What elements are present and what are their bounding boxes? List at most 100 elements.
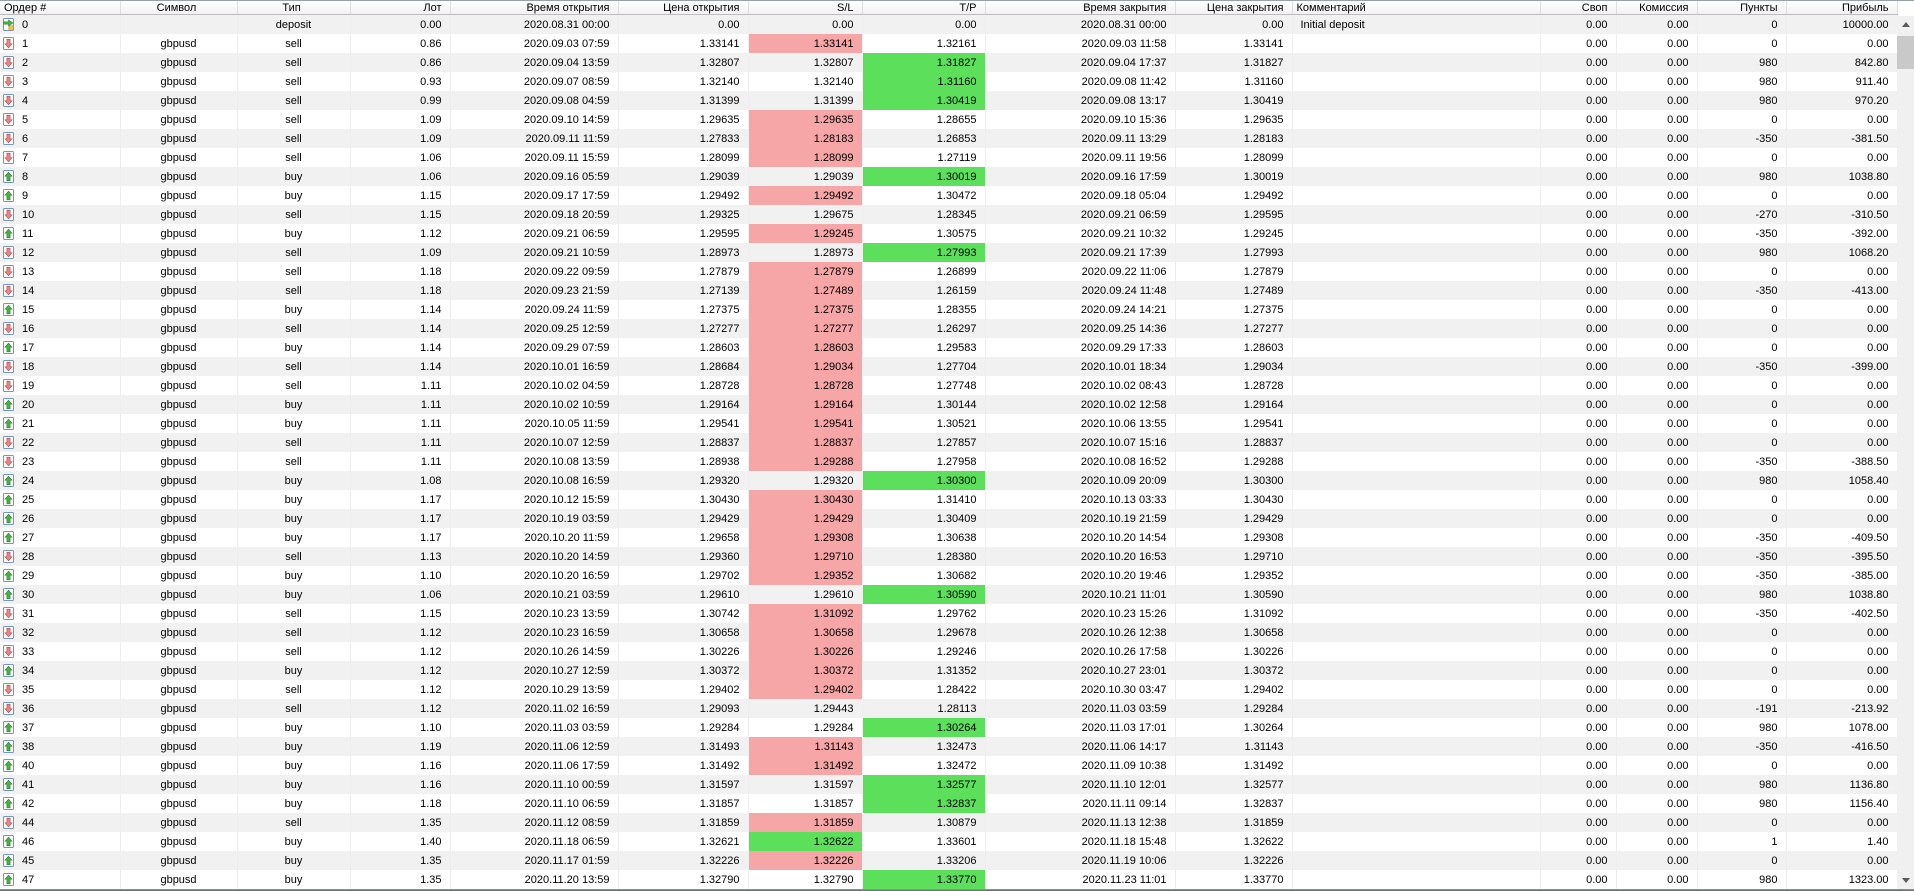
cell-tp: 1.32577 <box>862 775 986 794</box>
column-header-close_price[interactable]: Цена закрытия <box>1175 1 1293 15</box>
column-header-sl[interactable]: S/L <box>748 1 863 15</box>
cell-close_time: 2020.10.19 21:59 <box>985 509 1176 528</box>
cell-swap: 0.00 <box>1540 186 1617 205</box>
order-row[interactable]: 27 gbpusd buy 1.17 2020.10.20 11:59 1.29658 1.… <box>0 528 1898 547</box>
column-header-lot[interactable]: Лот <box>350 1 451 15</box>
cell-commission: 0.00 <box>1616 338 1698 357</box>
cell-close_time: 2020.10.30 03:47 <box>985 680 1176 699</box>
scroll-down-button[interactable] <box>1897 872 1914 888</box>
column-header-tp[interactable]: T/P <box>862 1 986 15</box>
cell-order: 19 <box>0 376 121 395</box>
order-row[interactable]: 13 gbpusd sell 1.18 2020.09.22 09:59 1.27879 1… <box>0 262 1898 281</box>
column-header-open_price[interactable]: Цена открытия <box>618 1 749 15</box>
order-row[interactable]: 44 gbpusd sell 1.35 2020.11.12 08:59 1.31859 1… <box>0 813 1898 832</box>
cell-commission: 0.00 <box>1616 452 1698 471</box>
order-row[interactable]: 5 gbpusd sell 1.09 2020.09.10 14:59 1.29635 1.… <box>0 110 1898 129</box>
order-row[interactable]: 24 gbpusd buy 1.08 2020.10.08 16:59 1.29320 1.… <box>0 471 1898 490</box>
cell-swap: 0.00 <box>1540 490 1617 509</box>
cell-commission: 0.00 <box>1616 205 1698 224</box>
order-row[interactable]: 8 gbpusd buy 1.06 2020.09.16 05:59 1.29039 1.2… <box>0 167 1898 186</box>
order-row[interactable]: 40 gbpusd buy 1.16 2020.11.06 17:59 1.31492 1.… <box>0 756 1898 775</box>
order-row[interactable]: 2 gbpusd sell 0.86 2020.09.04 13:59 1.32807 1.… <box>0 53 1898 72</box>
cell-swap: 0.00 <box>1540 205 1617 224</box>
cell-open_price: 1.29325 <box>618 205 749 224</box>
scrollbar-thumb[interactable] <box>1897 36 1914 69</box>
column-header-open_time[interactable]: Время открытия <box>450 1 619 15</box>
order-row[interactable]: 19 gbpusd sell 1.11 2020.10.02 04:59 1.28728 1… <box>0 376 1898 395</box>
column-header-order[interactable]: Ордер # <box>0 1 121 15</box>
cell-open_time: 2020.10.12 15:59 <box>450 490 619 509</box>
order-row[interactable]: 47 gbpusd buy 1.35 2020.11.20 13:59 1.32790 1.… <box>0 870 1898 889</box>
order-row[interactable]: 12 gbpusd sell 1.09 2020.09.21 10:59 1.28973 1… <box>0 243 1898 262</box>
order-row[interactable]: 11 gbpusd buy 1.12 2020.09.21 06:59 1.29595 1.… <box>0 224 1898 243</box>
cell-profit: -395.50 <box>1786 547 1898 566</box>
order-row[interactable]: 23 gbpusd sell 1.11 2020.10.08 13:59 1.28938 1… <box>0 452 1898 471</box>
cell-close_price: 1.27879 <box>1175 262 1293 281</box>
cell-sl: 1.28183 <box>748 129 863 148</box>
order-row[interactable]: 1 gbpusd sell 0.86 2020.09.03 07:59 1.33141 1.… <box>0 34 1898 53</box>
order-row[interactable]: 28 gbpusd sell 1.13 2020.10.20 14:59 1.29360 1… <box>0 547 1898 566</box>
cell-points: -350 <box>1697 224 1787 243</box>
order-row[interactable]: 17 gbpusd buy 1.14 2020.09.29 07:59 1.28603 1.… <box>0 338 1898 357</box>
scroll-up-button[interactable] <box>1897 16 1914 32</box>
order-row[interactable]: 26 gbpusd buy 1.17 2020.10.19 03:59 1.29429 1.… <box>0 509 1898 528</box>
column-header-close_time[interactable]: Время закрытия <box>985 1 1176 15</box>
order-row[interactable]: 31 gbpusd sell 1.15 2020.10.23 13:59 1.30742 1… <box>0 604 1898 623</box>
buy-order-icon <box>2 759 15 772</box>
column-header-profit[interactable]: Прибыль <box>1786 1 1898 15</box>
order-row[interactable]: 15 gbpusd buy 1.14 2020.09.24 11:59 1.27375 1.… <box>0 300 1898 319</box>
column-header-swap[interactable]: Своп <box>1540 1 1617 15</box>
order-row[interactable]: 37 gbpusd buy 1.10 2020.11.03 03:59 1.29284 1.… <box>0 718 1898 737</box>
cell-comment <box>1292 623 1541 642</box>
cell-open_time: 2020.11.10 06:59 <box>450 794 619 813</box>
cell-swap: 0.00 <box>1540 338 1617 357</box>
order-row[interactable]: 38 gbpusd buy 1.19 2020.11.06 12:59 1.31493 1.… <box>0 737 1898 756</box>
order-row[interactable]: 41 gbpusd buy 1.16 2020.11.10 00:59 1.31597 1.… <box>0 775 1898 794</box>
column-header-comment[interactable]: Комментарий <box>1292 1 1541 15</box>
cell-close_time: 2020.10.26 17:58 <box>985 642 1176 661</box>
order-row[interactable]: 18 gbpusd sell 1.14 2020.10.01 16:59 1.28684 1… <box>0 357 1898 376</box>
sell-order-icon <box>2 683 15 696</box>
order-row[interactable]: 9 gbpusd buy 1.15 2020.09.17 17:59 1.29492 1.2… <box>0 186 1898 205</box>
order-row[interactable]: 21 gbpusd buy 1.11 2020.10.05 11:59 1.29541 1.… <box>0 414 1898 433</box>
cell-lot: 1.08 <box>350 471 451 490</box>
cell-open_price: 1.31857 <box>618 794 749 813</box>
vertical-scrollbar[interactable] <box>1897 16 1914 890</box>
order-row[interactable]: 10 gbpusd sell 1.15 2020.09.18 20:59 1.29325 1… <box>0 205 1898 224</box>
cell-symbol: gbpusd <box>120 91 238 110</box>
cell-close_time: 2020.10.13 03:33 <box>985 490 1176 509</box>
cell-profit: 0.00 <box>1786 813 1898 832</box>
order-row[interactable]: 6 gbpusd sell 1.09 2020.09.11 11:59 1.27833 1.… <box>0 129 1898 148</box>
cell-profit: 1136.80 <box>1786 775 1898 794</box>
cell-open_price: 1.29284 <box>618 718 749 737</box>
column-header-type[interactable]: Тип <box>237 1 351 15</box>
order-row[interactable]: 45 gbpusd buy 1.35 2020.11.17 01:59 1.32226 1.… <box>0 851 1898 870</box>
order-row[interactable]: 16 gbpusd sell 1.14 2020.09.25 12:59 1.27277 1… <box>0 319 1898 338</box>
order-row[interactable]: 4 gbpusd sell 0.99 2020.09.08 04:59 1.31399 1.… <box>0 91 1898 110</box>
cell-symbol: gbpusd <box>120 604 238 623</box>
order-row[interactable]: 22 gbpusd sell 1.11 2020.10.07 12:59 1.28837 1… <box>0 433 1898 452</box>
order-row[interactable]: 46 gbpusd buy 1.40 2020.11.18 06:59 1.32621 1.… <box>0 832 1898 851</box>
cell-points: 0 <box>1697 414 1787 433</box>
column-header-commission[interactable]: Комиссия <box>1616 1 1698 15</box>
order-row[interactable]: 20 gbpusd buy 1.11 2020.10.02 10:59 1.29164 1.… <box>0 395 1898 414</box>
buy-order-icon <box>2 170 15 183</box>
order-row[interactable]: 30 gbpusd buy 1.06 2020.10.21 03:59 1.29610 1.… <box>0 585 1898 604</box>
order-row[interactable]: 33 gbpusd sell 1.12 2020.10.26 14:59 1.30226 1… <box>0 642 1898 661</box>
cell-symbol: gbpusd <box>120 661 238 680</box>
cell-comment <box>1292 528 1541 547</box>
order-row[interactable]: 0 deposit 0.00 2020.08.31 00:00 0.00 0.00 0.00… <box>0 14 1898 34</box>
column-header-symbol[interactable]: Символ <box>120 1 238 15</box>
order-row[interactable]: 36 gbpusd sell 1.12 2020.11.02 16:59 1.29093 1… <box>0 699 1898 718</box>
order-row[interactable]: 7 gbpusd sell 1.06 2020.09.11 15:59 1.28099 1.… <box>0 148 1898 167</box>
order-row[interactable]: 29 gbpusd buy 1.10 2020.10.20 16:59 1.29702 1.… <box>0 566 1898 585</box>
order-row[interactable]: 3 gbpusd sell 0.93 2020.09.07 08:59 1.32140 1.… <box>0 72 1898 91</box>
cell-comment <box>1292 34 1541 53</box>
order-row[interactable]: 34 gbpusd buy 1.12 2020.10.27 12:59 1.30372 1.… <box>0 661 1898 680</box>
column-header-points[interactable]: Пункты <box>1697 1 1787 15</box>
order-row[interactable]: 42 gbpusd buy 1.18 2020.11.10 06:59 1.31857 1.… <box>0 794 1898 813</box>
order-row[interactable]: 25 gbpusd buy 1.17 2020.10.12 15:59 1.30430 1.… <box>0 490 1898 509</box>
order-row[interactable]: 32 gbpusd sell 1.12 2020.10.23 16:59 1.30658 1… <box>0 623 1898 642</box>
order-row[interactable]: 35 gbpusd sell 1.12 2020.10.29 13:59 1.29402 1… <box>0 680 1898 699</box>
order-row[interactable]: 14 gbpusd sell 1.18 2020.09.23 21:59 1.27139 1… <box>0 281 1898 300</box>
